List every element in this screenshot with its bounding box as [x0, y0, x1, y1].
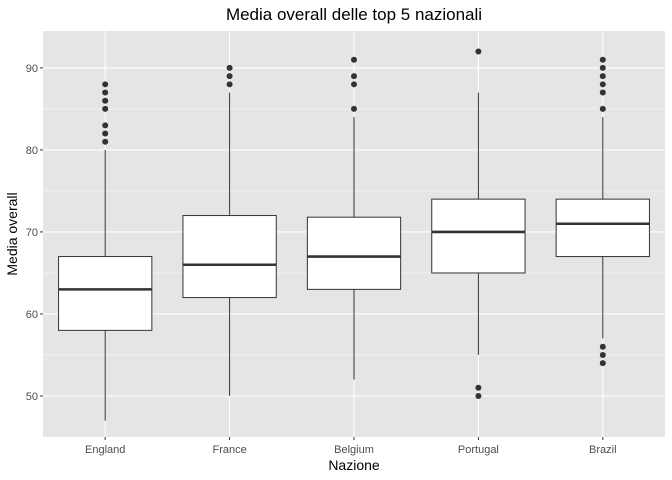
outlier-point — [475, 384, 482, 391]
x-axis-title: Nazione — [328, 457, 380, 473]
x-tick-label: Brazil — [589, 444, 617, 456]
iqr-box — [306, 216, 402, 290]
outlier-point — [351, 81, 357, 88]
x-tick-label: Belgium — [334, 444, 374, 456]
outlier-point — [102, 130, 109, 137]
outlier-point — [102, 138, 109, 145]
box-brazil — [555, 56, 650, 367]
outlier-point — [599, 351, 606, 358]
y-axis-title: Media overall — [4, 192, 20, 275]
outlier-point — [226, 64, 233, 71]
y-tick-label: 60 — [26, 309, 38, 321]
x-tick-label: France — [212, 444, 246, 456]
outlier-point — [102, 105, 109, 112]
outlier-point — [599, 73, 606, 80]
box-belgium — [306, 56, 402, 380]
y-tick-label: 50 — [26, 391, 38, 403]
outlier-point — [599, 64, 606, 71]
outlier-point — [599, 360, 606, 367]
box-england — [58, 81, 153, 421]
box-portugal — [431, 48, 526, 399]
y-tick-label: 90 — [26, 63, 38, 75]
iqr-box — [431, 198, 526, 274]
outlier-point — [102, 97, 109, 104]
x-tick-label: Portugal — [458, 444, 499, 456]
outlier-point — [226, 73, 233, 80]
outlier-point — [351, 105, 357, 112]
outlier-point — [599, 81, 606, 88]
outlier-point — [599, 56, 606, 63]
outlier-point — [475, 392, 482, 399]
iqr-box — [58, 256, 153, 331]
box-france — [182, 64, 277, 396]
outlier-point — [102, 122, 109, 129]
outlier-point — [599, 89, 606, 96]
outlier-point — [102, 81, 109, 88]
box-series — [58, 48, 650, 421]
chart-title: Media overall delle top 5 nazionali — [226, 5, 482, 24]
outlier-point — [226, 81, 233, 88]
iqr-box — [182, 215, 277, 299]
iqr-box — [555, 198, 650, 258]
outlier-point — [475, 48, 482, 55]
outlier-point — [599, 105, 606, 112]
outlier-point — [351, 56, 357, 63]
y-tick-label: 80 — [26, 145, 38, 157]
outlier-point — [599, 343, 606, 350]
x-tick-label: England — [85, 444, 125, 456]
y-axis: 50 60 70 80 90 — [26, 63, 43, 403]
y-tick-label: 70 — [26, 227, 38, 239]
x-axis: England France Belgium Portugal Brazil — [85, 437, 617, 456]
outlier-point — [351, 73, 357, 80]
outlier-point — [102, 89, 109, 96]
